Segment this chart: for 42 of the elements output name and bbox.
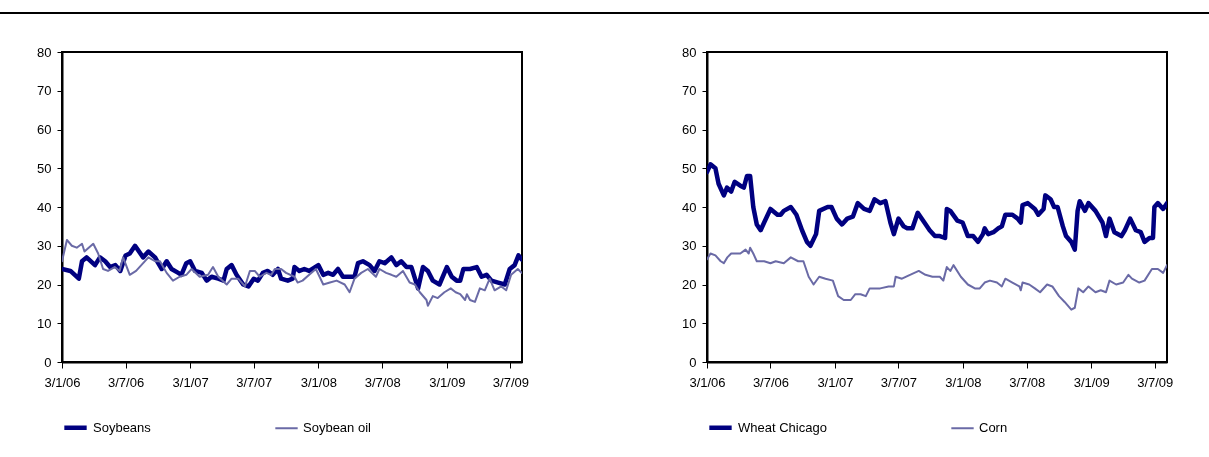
- legend-label: Wheat Chicago: [738, 419, 827, 435]
- x-tick-label: 3/7/09: [492, 374, 529, 390]
- x-tick-label: 3/1/06: [44, 374, 81, 390]
- y-tick-label: 70: [682, 83, 697, 99]
- x-tick-label: 3/7/08: [1009, 374, 1046, 390]
- x-tick-label: 3/1/09: [1073, 374, 1110, 390]
- x-tick-label: 3/7/07: [880, 374, 918, 390]
- line-series: [707, 162, 1167, 252]
- y-tick-label: 10: [37, 315, 52, 331]
- y-tick-label: 20: [682, 277, 697, 292]
- y-tick-label: 30: [37, 238, 52, 254]
- y-tick-label: 10: [682, 315, 697, 331]
- y-tick-label: 40: [37, 199, 52, 215]
- line-series: [707, 246, 1167, 311]
- x-tick-label: 3/7/09: [1137, 374, 1174, 390]
- x-tick-label: 3/1/06: [689, 374, 726, 390]
- y-tick-label: 0: [44, 354, 52, 370]
- y-tick-label: 60: [37, 122, 52, 137]
- x-tick-label: 3/1/08: [945, 374, 982, 390]
- x-tick-label: 3/1/08: [300, 374, 337, 390]
- x-tick-label: 3/7/06: [107, 374, 145, 390]
- y-tick-label: 0: [689, 354, 697, 370]
- legend-label: Soybean oil: [303, 420, 372, 436]
- y-tick-label: 70: [37, 83, 52, 99]
- y-tick-label: 80: [37, 44, 52, 60]
- legend-label: Soybeans: [93, 419, 152, 435]
- y-tick-label: 60: [682, 122, 697, 137]
- x-tick-label: 3/7/06: [752, 374, 790, 390]
- x-tick-label: 3/7/08: [364, 374, 401, 390]
- line-series: [62, 238, 522, 307]
- y-tick-label: 20: [37, 277, 52, 292]
- x-tick-label: 3/1/07: [817, 374, 854, 390]
- y-tick-label: 50: [682, 160, 697, 176]
- line-series: [62, 243, 522, 291]
- y-tick-label: 80: [682, 44, 697, 60]
- y-tick-label: 50: [37, 160, 52, 176]
- x-tick-label: 3/7/07: [236, 374, 273, 390]
- x-tick-label: 3/1/07: [172, 374, 209, 390]
- x-tick-label: 3/1/09: [429, 374, 466, 390]
- y-tick-label: 40: [682, 199, 697, 215]
- y-tick-label: 30: [682, 238, 697, 254]
- legend-label: Corn: [979, 420, 1008, 436]
